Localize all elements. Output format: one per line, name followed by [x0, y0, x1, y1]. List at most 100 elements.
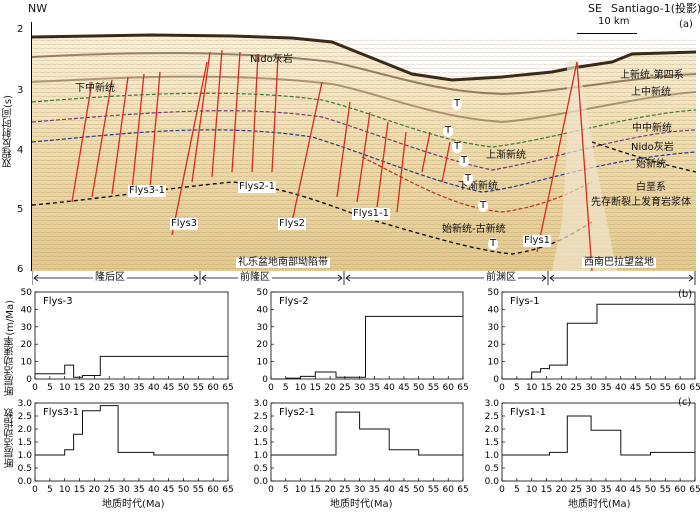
x-tick-label: 60 — [443, 383, 455, 393]
t-marker: T — [459, 155, 470, 167]
horizon-label: Nido灰岩 — [631, 142, 674, 153]
y-tick-label: 0.5 — [485, 464, 499, 474]
horizon-label: 上中新统 — [631, 87, 671, 98]
x-tick-label: 0 — [32, 485, 38, 495]
interior-label: 上渐新统 — [486, 150, 526, 161]
zone-label: 前隆区 — [238, 272, 272, 283]
x-tick-label: 15 — [541, 485, 552, 495]
x-tick-label: 60 — [674, 485, 686, 495]
y-tick-label: 30 — [257, 323, 269, 333]
interior-label: 下中新统 — [75, 83, 115, 94]
x-tick-label: 5 — [47, 383, 53, 393]
x-tick-label: 25 — [104, 383, 115, 393]
x-tick-label: 55 — [193, 485, 204, 495]
x-tick-label: 50 — [178, 485, 190, 495]
x-tick-label: 0 — [499, 383, 505, 393]
y-tick-label: 40 — [21, 305, 33, 315]
y-tick-label: 30 — [21, 323, 33, 333]
x-tick-label: 30 — [585, 383, 597, 393]
y-tick-label: 0.0 — [254, 477, 269, 487]
interior-label: 始新统-古新统 — [442, 224, 506, 235]
fault-label: Flys2 — [278, 218, 307, 230]
t-marker: T — [478, 200, 489, 212]
zone-label: 西南巴拉望盆地 — [582, 257, 656, 268]
x-tick-label: 25 — [339, 383, 350, 393]
fault-label: Flys1 — [523, 235, 552, 247]
x-tick-label: 35 — [369, 383, 380, 393]
y-tick-label: 2.5 — [18, 412, 32, 422]
x-tick-label: 40 — [383, 383, 395, 393]
x-tick-label: 0 — [268, 485, 274, 495]
x-tick-label: 65 — [222, 383, 233, 393]
panel-tag-a: (a) — [679, 19, 693, 30]
x-tick-label: 5 — [514, 485, 520, 495]
x-tick-label: 45 — [398, 383, 409, 393]
y-tick-label: 0 — [262, 375, 268, 385]
label-nw: NW — [28, 2, 48, 15]
x-tick-label: 40 — [148, 485, 160, 495]
x-tick-label: 55 — [660, 383, 671, 393]
y-tick-label: 0.0 — [485, 477, 500, 487]
x-tick-label: 65 — [689, 485, 700, 495]
y-tick-label: 2.0 — [18, 425, 33, 435]
x-axis-label: 地质时代(Ma) — [568, 499, 631, 510]
y-tick-label: 1.0 — [18, 451, 33, 461]
x-tick-label: 60 — [207, 485, 219, 495]
y-tick-label: 2.0 — [254, 425, 269, 435]
series-line — [502, 303, 695, 380]
x-tick-label: 50 — [413, 485, 425, 495]
a-y-tick: 4 — [17, 145, 24, 156]
y-tick-label: 1.5 — [18, 438, 32, 448]
x-tick-label: 45 — [163, 485, 174, 495]
chart-frame — [34, 291, 229, 380]
x-tick-label: 20 — [324, 383, 336, 393]
x-tick-label: 20 — [324, 485, 336, 495]
y-tick-label: 0.0 — [18, 477, 33, 487]
horizon-label: 上新统-第四系 — [620, 70, 684, 81]
x-tick-label: 30 — [118, 485, 130, 495]
y-tick-label: 0 — [26, 375, 32, 385]
x-tick-label: 35 — [133, 383, 144, 393]
y-tick-label: 50 — [488, 288, 500, 298]
y-tick-label: 1.0 — [485, 451, 500, 461]
series-line — [271, 315, 463, 380]
scale-bar — [577, 33, 637, 34]
chart-title: Flys3-1 — [43, 407, 79, 418]
x-tick-label: 55 — [428, 485, 439, 495]
y-tick-label: 20 — [257, 340, 269, 350]
t-marker: T — [452, 98, 463, 110]
x-tick-label: 60 — [207, 383, 219, 393]
x-tick-label: 55 — [193, 383, 204, 393]
panel-tag-b: (b) — [678, 289, 693, 300]
x-tick-label: 20 — [556, 383, 568, 393]
x-tick-label: 65 — [457, 383, 468, 393]
x-tick-label: 15 — [310, 383, 321, 393]
x-tick-label: 45 — [630, 383, 641, 393]
x-tick-label: 50 — [645, 485, 657, 495]
interior-label: 下渐新统 — [458, 181, 498, 192]
y-tick-label: 30 — [488, 323, 500, 333]
series-line — [271, 411, 463, 456]
y-tick-label: 2.5 — [485, 412, 499, 422]
chart-title: Flys-1 — [510, 296, 540, 307]
x-tick-label: 10 — [295, 383, 307, 393]
x-tick-label: 65 — [457, 485, 468, 495]
x-axis-label: 地质时代(Ma) — [330, 499, 393, 510]
x-tick-label: 5 — [47, 485, 53, 495]
t-marker: T — [443, 125, 454, 137]
panel-tag-c: (c) — [678, 397, 692, 408]
x-tick-label: 40 — [383, 485, 395, 495]
chart-title: Flys2-1 — [279, 407, 315, 418]
y-tick-label: 3.0 — [18, 399, 33, 409]
x-tick-label: 65 — [222, 485, 233, 495]
x-tick-label: 30 — [118, 383, 130, 393]
x-tick-label: 45 — [398, 485, 409, 495]
label-well: Santiago-1(投影) — [611, 2, 700, 15]
fault-label: Flys3 — [170, 218, 199, 230]
fault-label: Flys3-1 — [128, 185, 166, 197]
chart-title: Flys-3 — [43, 296, 73, 307]
x-tick-label: 20 — [89, 485, 101, 495]
chart-frame — [501, 291, 696, 380]
a-y-tick: 3 — [17, 85, 24, 96]
